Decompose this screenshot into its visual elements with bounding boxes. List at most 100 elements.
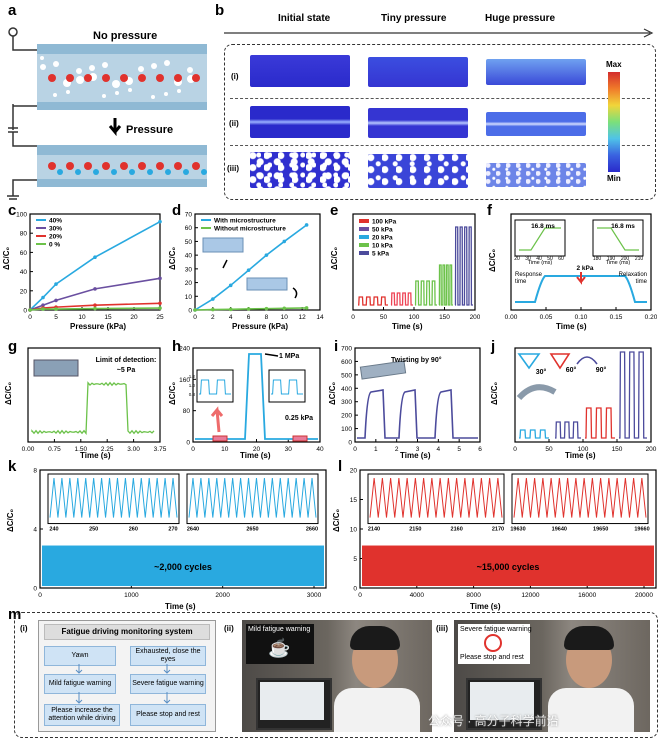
k-xlabel: Time (s) <box>165 602 196 611</box>
ion-blue <box>183 169 189 175</box>
row-divider-2 <box>230 145 650 146</box>
axes-frame <box>194 213 321 311</box>
pore <box>40 56 44 60</box>
sensor-illustration <box>33 359 79 377</box>
inset-tick: 19640 <box>552 527 567 533</box>
x-tick-label: 100 <box>578 446 589 453</box>
signal-trace <box>358 296 388 306</box>
inset-xlabel: Time (ms) <box>606 260 631 266</box>
row-iii-label: (iii) <box>227 164 239 173</box>
x-tick-label: 2 <box>395 446 399 453</box>
sim-ii-huge <box>486 112 586 136</box>
x-tick-label: 3.75 <box>154 446 167 453</box>
flow-severe-warning: Severe fatigue warning <box>130 674 206 694</box>
x-tick-label: 3000 <box>307 592 322 599</box>
inset-xlabel: Time (ms) <box>528 260 553 266</box>
legend-label: 5 kPa <box>372 251 389 258</box>
x-tick-label: 8000 <box>466 592 481 599</box>
j-xlabel: Time (s) <box>565 451 596 460</box>
y-tick-label: 80 <box>183 408 191 415</box>
data-point <box>264 253 269 257</box>
y-tick-label: 300 <box>341 399 352 406</box>
cycles-label: ~15,000 cycles <box>477 562 540 572</box>
pore <box>164 92 168 96</box>
chart-c: 0 5 10 15 20 25 0 20 40 60 80 100 40%30%20%0 % <box>16 212 164 322</box>
x-tick-label: 0 <box>38 592 42 599</box>
inset-tick: 50 <box>547 256 553 262</box>
ion-blue <box>93 169 99 175</box>
x-tick-label: 3.00 <box>127 446 140 453</box>
y-tick-label: 160 <box>179 377 190 384</box>
x-tick-label: 100 <box>409 314 420 321</box>
f-response-label: Response <box>515 272 543 278</box>
panel-h-label: h <box>172 338 182 355</box>
data-point <box>193 308 197 312</box>
inset-tick: 40 <box>536 256 542 262</box>
y-tick-label: 40 <box>20 269 28 276</box>
inset-without-micro <box>246 277 288 291</box>
panel-b-label: b <box>215 2 225 19</box>
x-tick-label: 150 <box>612 446 623 453</box>
legend-label: 30% <box>49 226 62 233</box>
legend-swatch <box>359 235 369 239</box>
signal-trace <box>585 407 615 439</box>
data-point <box>282 306 287 311</box>
red-arrow <box>210 406 224 433</box>
ion-red <box>192 162 200 170</box>
ion-red <box>48 162 56 170</box>
inset-tick: 2640 <box>187 527 199 533</box>
inset-tick: 2160 <box>451 527 463 533</box>
red-arrow <box>576 272 586 285</box>
x-tick-label: 10 <box>78 314 86 321</box>
x-tick-label: 6 <box>247 314 251 321</box>
x-tick-label: 12000 <box>521 592 539 599</box>
y-tick-label: 600 <box>341 359 352 366</box>
x-tick-label: 200 <box>470 314 480 321</box>
inset-trace <box>199 379 231 395</box>
inset-tick: 1.2 <box>189 374 196 379</box>
y-tick-label: 0 <box>188 308 192 315</box>
panel-a-diagram <box>0 20 215 200</box>
y-tick-label: 0 <box>186 440 190 447</box>
twist-illustration <box>359 360 407 380</box>
y-tick-label: 20 <box>185 280 193 287</box>
angle-60-label: 60° <box>566 366 577 374</box>
x-tick-label: 10 <box>221 446 229 453</box>
photo-severe: Severe fatigue warning Please stop and r… <box>454 620 650 732</box>
watermark-text: 公众号 · 高分子科学前沿 <box>428 714 559 728</box>
ion-red <box>174 162 182 170</box>
inset-tick: 190 <box>607 256 616 262</box>
sim-iii-huge <box>486 163 586 187</box>
ion-red <box>102 74 110 82</box>
signal-trace <box>519 429 549 439</box>
panel-a-label: a <box>8 2 17 19</box>
ion-red <box>192 74 200 82</box>
ion-red <box>138 74 146 82</box>
f-xlabel: Time (s) <box>556 322 587 331</box>
legend-label: 10 kPa <box>372 243 393 250</box>
chart-h: 0 10 20 30 40 0 80 160 240 1.2 1.0 0.8 1 MPa 0.25 kPa <box>179 346 324 454</box>
pointer-arrow <box>264 353 279 357</box>
x-tick-label: 0.00 <box>505 314 518 321</box>
inset-tick: 2140 <box>368 527 380 533</box>
sim-iii-tiny <box>368 154 468 188</box>
sim-ii-tiny <box>368 108 468 138</box>
legend-label: 40% <box>49 218 62 225</box>
lod-label: Limit of detection: <box>96 357 157 364</box>
pore <box>138 66 144 72</box>
ion-blue <box>75 169 81 175</box>
y-tick-label: 10 <box>350 527 358 534</box>
h-kpa-label: 0.25 kPa <box>285 415 313 422</box>
y-tick-label: 5 <box>353 556 357 563</box>
axes-frame <box>514 347 652 443</box>
photo-mild: Mild fatigue warning ☕ <box>242 620 432 732</box>
flow-stop-rest: Please stop and rest <box>130 704 206 726</box>
i-ylabel: ΔC/C₀ <box>328 381 337 405</box>
signal-trace <box>454 226 473 306</box>
pore <box>89 65 95 71</box>
row-i-label: (i) <box>231 72 239 81</box>
ion-red <box>102 162 110 170</box>
chart-l: 0 4000 8000 12000 16000 20000 0 5 10 15 20 ~15,000 … <box>350 468 657 599</box>
x-tick-label: 20 <box>253 446 261 453</box>
data-point <box>246 268 251 273</box>
